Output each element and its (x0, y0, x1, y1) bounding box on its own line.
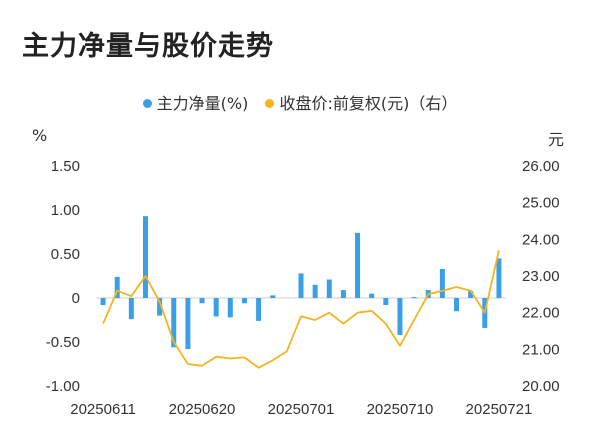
right-axis-tick-label: 25.00 (522, 195, 560, 212)
right-axis-unit: 元 (548, 130, 565, 149)
x-axis-tick-label: 20250611 (70, 401, 136, 418)
net-volume-bar (157, 298, 163, 316)
close-price-line (102, 250, 500, 369)
net-volume-bar (369, 293, 375, 298)
net-volume-bar (142, 216, 148, 298)
net-volume-bar (383, 298, 389, 306)
right-axis-tick-label: 24.00 (522, 231, 560, 248)
net-volume-bar (171, 298, 177, 348)
x-axis-tick-label: 20250721 (466, 401, 533, 418)
net-volume-bar (114, 276, 120, 298)
net-volume-bar (397, 298, 403, 335)
left-axis-tick-label: 1.50 (51, 158, 80, 175)
left-axis-tick-label: -0.50 (46, 334, 80, 351)
x-axis-tick-label: 20250710 (367, 401, 434, 418)
left-axis-tick-label: 0 (72, 290, 80, 307)
left-axis-tick-label: -1.00 (46, 378, 80, 395)
right-axis-tick-label: 23.00 (522, 268, 560, 285)
chart-legend: 主力净量(%) 收盘价:前复权(元)（右） (0, 90, 600, 114)
net-volume-bar (411, 297, 417, 299)
legend-dot-blue-icon (142, 99, 152, 108)
net-volume-bar (185, 298, 191, 350)
legend-label-net-volume: 主力净量(%) (156, 94, 249, 113)
left-axis-tick-label: 0.50 (51, 246, 80, 263)
left-axis-unit: % (32, 126, 48, 145)
net-volume-bar (227, 298, 233, 318)
net-volume-bar (199, 298, 205, 304)
right-axis-tick-label: 26.00 (522, 158, 560, 175)
left-axis-tick-label: 1.00 (51, 202, 80, 219)
net-volume-bar (355, 232, 361, 298)
net-volume-bar (439, 268, 445, 298)
net-volume-bar (100, 298, 106, 306)
net-volume-bar (256, 298, 262, 321)
net-volume-bar (496, 258, 502, 298)
chart-title: 主力净量与股价走势 (22, 31, 274, 62)
right-axis-tick-label: 21.00 (522, 341, 560, 358)
legend-label-close-price: 收盘价:前复权(元)（右） (279, 94, 458, 113)
right-axis-tick-label: 22.00 (522, 305, 560, 322)
net-volume-bar (270, 295, 276, 298)
legend-dot-orange-icon (265, 99, 275, 108)
net-volume-bar (468, 290, 474, 298)
net-volume-bar (312, 284, 318, 298)
net-volume-bar (454, 298, 460, 312)
x-axis-tick-label: 20250701 (268, 401, 335, 418)
legend-item-close-price[interactable]: 收盘价:前复权(元)（右） (265, 90, 457, 114)
net-volume-bar (326, 279, 332, 298)
legend-item-net-volume[interactable]: 主力净量(%) (142, 90, 249, 114)
net-volume-bar (298, 273, 304, 298)
net-volume-bar (128, 298, 134, 320)
net-volume-bar (340, 290, 346, 298)
right-axis-tick-label: 20.00 (522, 378, 560, 395)
net-volume-bar (241, 298, 247, 304)
x-axis-tick-label: 20250620 (169, 401, 236, 418)
net-volume-bar (213, 298, 219, 317)
